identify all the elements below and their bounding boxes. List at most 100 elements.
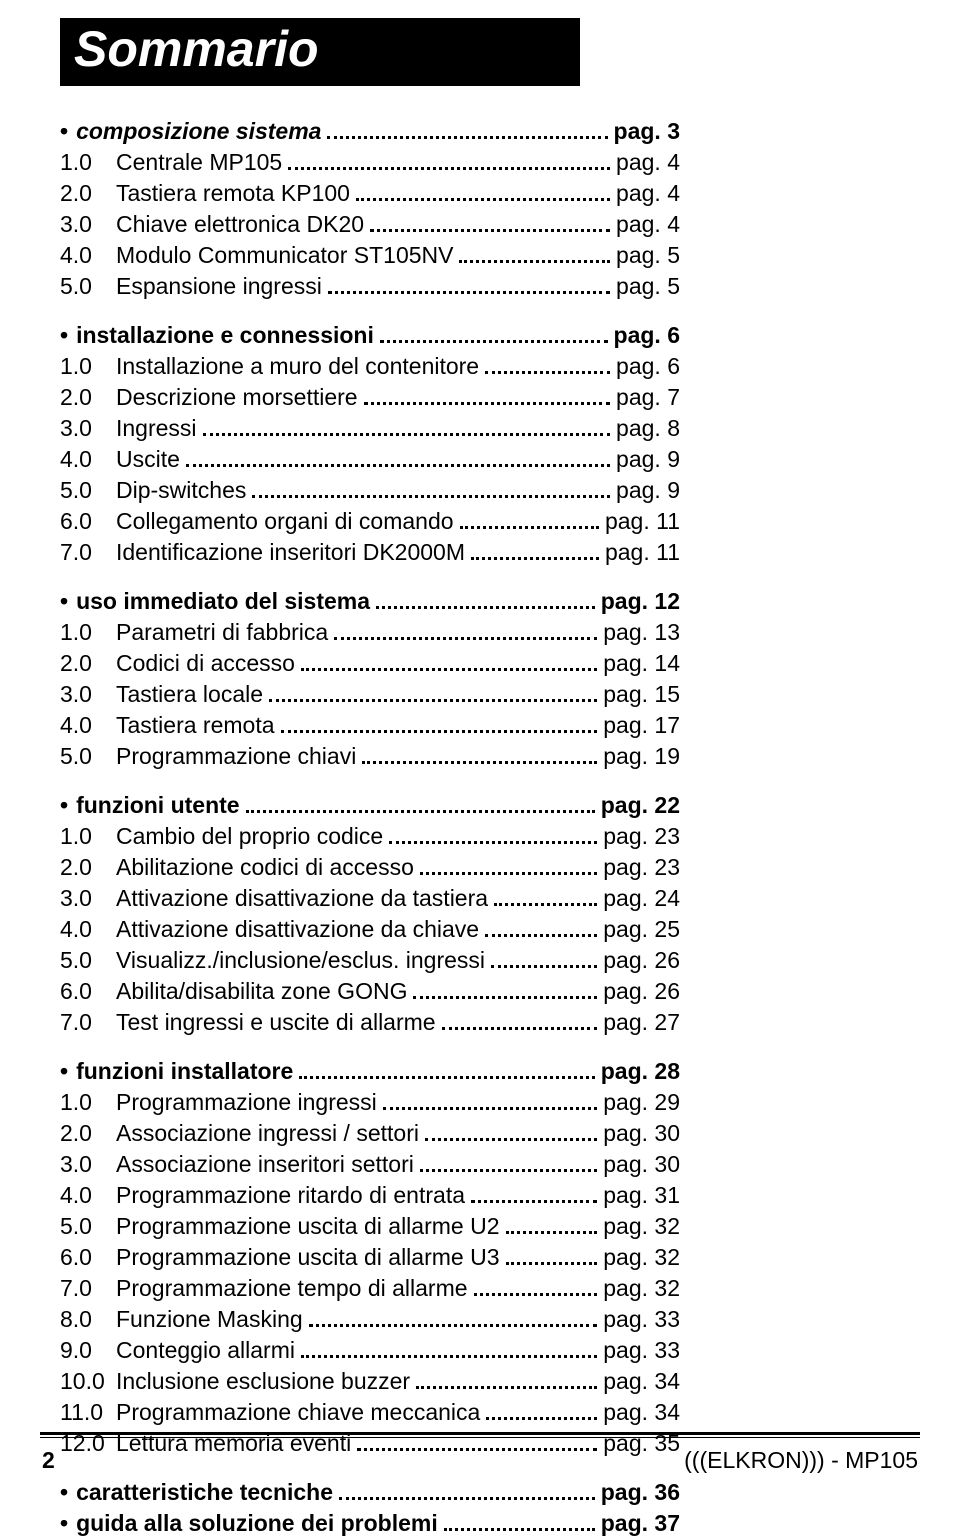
- leader-dots: [364, 382, 610, 405]
- item-page: pag. 9: [616, 477, 680, 504]
- section-page: pag. 3: [614, 118, 680, 145]
- item-label: Associazione inseritori settori: [116, 1151, 414, 1178]
- item-number: 3.0: [60, 211, 116, 238]
- leader-dots: [370, 209, 610, 232]
- section-heading: •funzioni utentepag. 22: [60, 790, 680, 819]
- leader-dots: [459, 240, 610, 263]
- toc-row: 2.0Codici di accesso pag. 14: [60, 648, 680, 677]
- item-page: pag. 32: [603, 1213, 680, 1240]
- item-page: pag. 19: [603, 743, 680, 770]
- bullet-icon: •: [60, 1479, 68, 1506]
- item-page: pag. 11: [605, 539, 680, 566]
- toc-row: 3.0Associazione inseritori settoripag. 3…: [60, 1149, 680, 1178]
- section-label: funzioni utente: [76, 792, 240, 819]
- item-label: Tastiera locale: [116, 681, 263, 708]
- item-number: 3.0: [60, 885, 116, 912]
- toc-row: 1.0Cambio del proprio codicepag. 23: [60, 821, 680, 850]
- toc-row: 3.0Attivazione disattivazione da tastier…: [60, 883, 680, 912]
- leader-dots: [301, 648, 597, 671]
- toc-row: 3.0Tastiera localepag. 15: [60, 679, 680, 708]
- item-number: 5.0: [60, 1213, 116, 1240]
- section-label: uso immediato del sistema: [76, 588, 370, 615]
- section-label: composizione sistema: [76, 118, 321, 145]
- item-page: pag. 9: [616, 446, 680, 473]
- leader-dots: [269, 679, 597, 702]
- leader-dots: [203, 413, 611, 436]
- leader-dots: [460, 506, 599, 529]
- toc-row: 7.0Test ingressi e uscite di allarmepag.…: [60, 1007, 680, 1036]
- item-page: pag. 17: [603, 712, 680, 739]
- item-page: pag. 27: [603, 1009, 680, 1036]
- toc-row: 4.0Attivazione disattivazione da chiavep…: [60, 914, 680, 943]
- item-number: 7.0: [60, 1275, 116, 1302]
- toc-row: 1.0Programmazione ingressipag. 29: [60, 1087, 680, 1116]
- toc-row: 10.0Inclusione esclusione buzzerpag. 34: [60, 1366, 680, 1395]
- item-page: pag. 33: [603, 1306, 680, 1333]
- leader-dots: [442, 1007, 598, 1030]
- item-label: Programmazione uscita di allarme U2: [116, 1213, 500, 1240]
- section-heading: •uso immediato del sistemapag. 12: [60, 586, 680, 615]
- table-of-contents: •composizione sistemapag. 31.0Centrale M…: [60, 116, 680, 1537]
- item-label: Programmazione chiavi: [116, 743, 356, 770]
- section-heading: •composizione sistemapag. 3: [60, 116, 680, 145]
- section-label: funzioni installatore: [76, 1058, 293, 1085]
- toc-row: 6.0Programmazione uscita di allarme U3pa…: [60, 1242, 680, 1271]
- item-number: 2.0: [60, 650, 116, 677]
- item-page: pag. 14: [603, 650, 680, 677]
- item-label: Descrizione morsettiere: [116, 384, 358, 411]
- leader-dots: [506, 1242, 598, 1265]
- toc-row: 4.0Modulo Communicator ST105NVpag. 5: [60, 240, 680, 269]
- section-heading: •caratteristiche tecnichepag. 36: [60, 1477, 680, 1506]
- leader-dots: [471, 537, 599, 560]
- item-page: pag. 4: [616, 180, 680, 207]
- leader-dots: [327, 116, 607, 139]
- leader-dots: [425, 1118, 597, 1141]
- toc-row: 1.0Parametri di fabbricapag. 13: [60, 617, 680, 646]
- item-number: 8.0: [60, 1306, 116, 1333]
- leader-dots: [380, 320, 608, 343]
- bullet-icon: •: [60, 322, 68, 349]
- section-page: pag. 22: [601, 792, 680, 819]
- item-label: Programmazione ingressi: [116, 1089, 377, 1116]
- item-number: 7.0: [60, 539, 116, 566]
- item-number: 1.0: [60, 149, 116, 176]
- item-label: Abilita/disabilita zone GONG: [116, 978, 407, 1005]
- item-page: pag. 5: [616, 273, 680, 300]
- leader-dots: [186, 444, 610, 467]
- leader-dots: [252, 475, 610, 498]
- item-page: pag. 30: [603, 1151, 680, 1178]
- toc-row: 4.0Uscitepag. 9: [60, 444, 680, 473]
- leader-dots: [362, 741, 597, 764]
- leader-dots: [383, 1087, 597, 1110]
- leader-dots: [506, 1211, 598, 1234]
- item-number: 10.0: [60, 1368, 116, 1395]
- item-page: pag. 7: [616, 384, 680, 411]
- item-number: 9.0: [60, 1337, 116, 1364]
- item-label: Ingressi: [116, 415, 197, 442]
- item-label: Codici di accesso: [116, 650, 295, 677]
- item-page: pag. 15: [603, 681, 680, 708]
- toc-row: 2.0Tastiera remota KP100pag. 4: [60, 178, 680, 207]
- leader-dots: [420, 1149, 597, 1172]
- bullet-icon: •: [60, 1058, 68, 1085]
- toc-row: 6.0Abilita/disabilita zone GONGpag. 26: [60, 976, 680, 1005]
- toc-row: 7.0Programmazione tempo di allarmepag. 3…: [60, 1273, 680, 1302]
- section-page: pag. 36: [601, 1479, 680, 1506]
- item-number: 4.0: [60, 916, 116, 943]
- item-number: 11.0: [60, 1399, 116, 1426]
- item-number: 2.0: [60, 854, 116, 881]
- leader-dots: [288, 147, 610, 170]
- item-page: pag. 23: [603, 823, 680, 850]
- item-label: Visualizz./inclusione/esclus. ingressi: [116, 947, 485, 974]
- leader-dots: [299, 1056, 594, 1079]
- item-label: Uscite: [116, 446, 180, 473]
- leader-dots: [486, 1397, 597, 1420]
- item-label: Identificazione inseritori DK2000M: [116, 539, 465, 566]
- toc-row: 6.0Collegamento organi di comandopag. 11: [60, 506, 680, 535]
- footer-rule: [40, 1432, 920, 1438]
- page: Sommario •composizione sistemapag. 31.0C…: [0, 0, 960, 1488]
- item-label: Collegamento organi di comando: [116, 508, 454, 535]
- section-page: pag. 28: [601, 1058, 680, 1085]
- item-page: pag. 23: [603, 854, 680, 881]
- item-label: Programmazione tempo di allarme: [116, 1275, 468, 1302]
